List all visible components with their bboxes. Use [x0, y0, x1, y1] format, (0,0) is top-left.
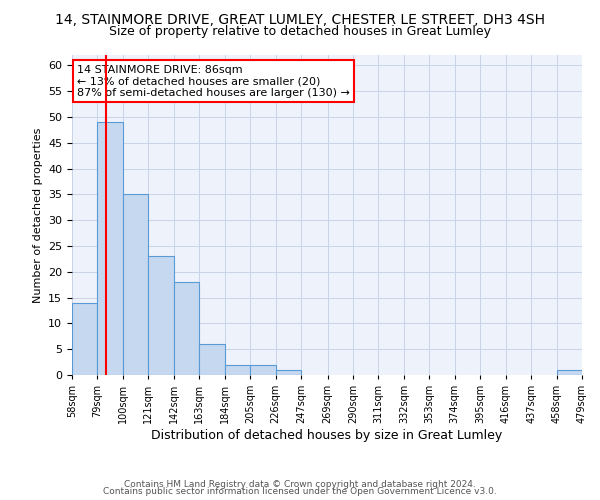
- X-axis label: Distribution of detached houses by size in Great Lumley: Distribution of detached houses by size …: [151, 429, 503, 442]
- Text: Contains HM Land Registry data © Crown copyright and database right 2024.: Contains HM Land Registry data © Crown c…: [124, 480, 476, 489]
- Text: 14, STAINMORE DRIVE, GREAT LUMLEY, CHESTER LE STREET, DH3 4SH: 14, STAINMORE DRIVE, GREAT LUMLEY, CHEST…: [55, 12, 545, 26]
- Bar: [199, 344, 224, 375]
- Bar: [275, 370, 301, 375]
- Y-axis label: Number of detached properties: Number of detached properties: [32, 128, 43, 302]
- Text: Contains public sector information licensed under the Open Government Licence v3: Contains public sector information licen…: [103, 487, 497, 496]
- Bar: [123, 194, 148, 375]
- Bar: [250, 364, 275, 375]
- Bar: [97, 122, 123, 375]
- Bar: [174, 282, 199, 375]
- Bar: [72, 302, 97, 375]
- Text: 14 STAINMORE DRIVE: 86sqm
← 13% of detached houses are smaller (20)
87% of semi-: 14 STAINMORE DRIVE: 86sqm ← 13% of detac…: [77, 64, 350, 98]
- Bar: [148, 256, 174, 375]
- Bar: [557, 370, 582, 375]
- Text: Size of property relative to detached houses in Great Lumley: Size of property relative to detached ho…: [109, 25, 491, 38]
- Bar: [224, 364, 250, 375]
